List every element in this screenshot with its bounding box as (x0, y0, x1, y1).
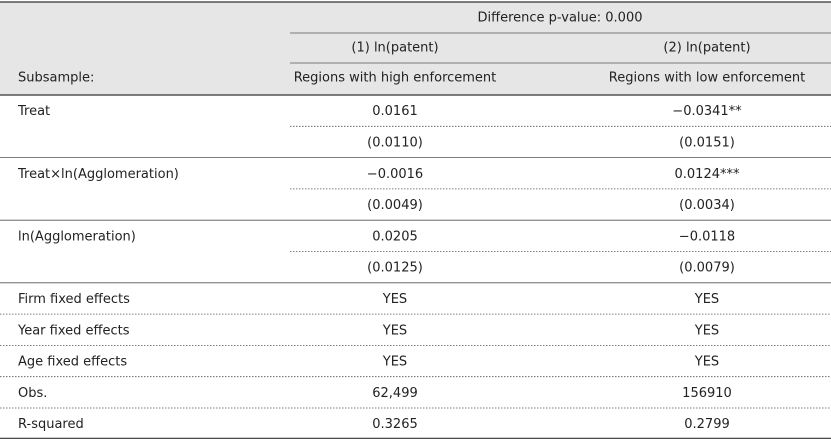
subsample-label: Subsample: (18, 71, 94, 86)
cell-se: (0.0049) (367, 198, 423, 213)
cell-value: −0.0118 (679, 229, 735, 244)
header-title: Difference p-value: 0.000 (478, 11, 643, 26)
column-subsample: Regions with low enforcement (609, 71, 805, 86)
cell-value: 62,499 (372, 386, 418, 401)
cell-value: 0.0205 (372, 229, 418, 244)
cell-value: YES (382, 355, 407, 370)
cell-value: YES (382, 323, 407, 338)
row-label: Year fixed effects (17, 323, 130, 338)
row-label: Age fixed effects (18, 355, 127, 370)
row-label: ln(Agglomeration) (18, 229, 136, 244)
cell-se: (0.0110) (367, 135, 423, 150)
cell-se: (0.0125) (367, 261, 423, 276)
cell-value: YES (382, 292, 407, 307)
cell-value: YES (694, 355, 719, 370)
cell-value: YES (694, 292, 719, 307)
cell-se: (0.0079) (679, 261, 735, 276)
column-subsample: Regions with high enforcement (294, 71, 497, 86)
row-label: Obs. (18, 386, 47, 401)
cell-value: 0.2799 (684, 417, 730, 432)
cell-value: 0.0124*** (675, 167, 740, 182)
column-model: (2) ln(patent) (663, 41, 750, 56)
cell-value: 156910 (682, 386, 732, 401)
cell-value: 0.3265 (372, 417, 418, 432)
row-label: Treat (17, 104, 50, 119)
cell-se: (0.0034) (679, 198, 735, 213)
column-model: (1) ln(patent) (351, 41, 438, 56)
cell-value: 0.0161 (372, 104, 418, 119)
cell-value: −0.0341** (672, 104, 742, 119)
header-background (0, 2, 831, 95)
row-label: R-squared (18, 417, 84, 432)
cell-value: YES (694, 323, 719, 338)
cell-se: (0.0151) (679, 135, 735, 150)
row-label: Treat×ln(Agglomeration) (17, 167, 179, 182)
row-label: Firm fixed effects (18, 292, 130, 307)
cell-value: −0.0016 (367, 167, 423, 182)
